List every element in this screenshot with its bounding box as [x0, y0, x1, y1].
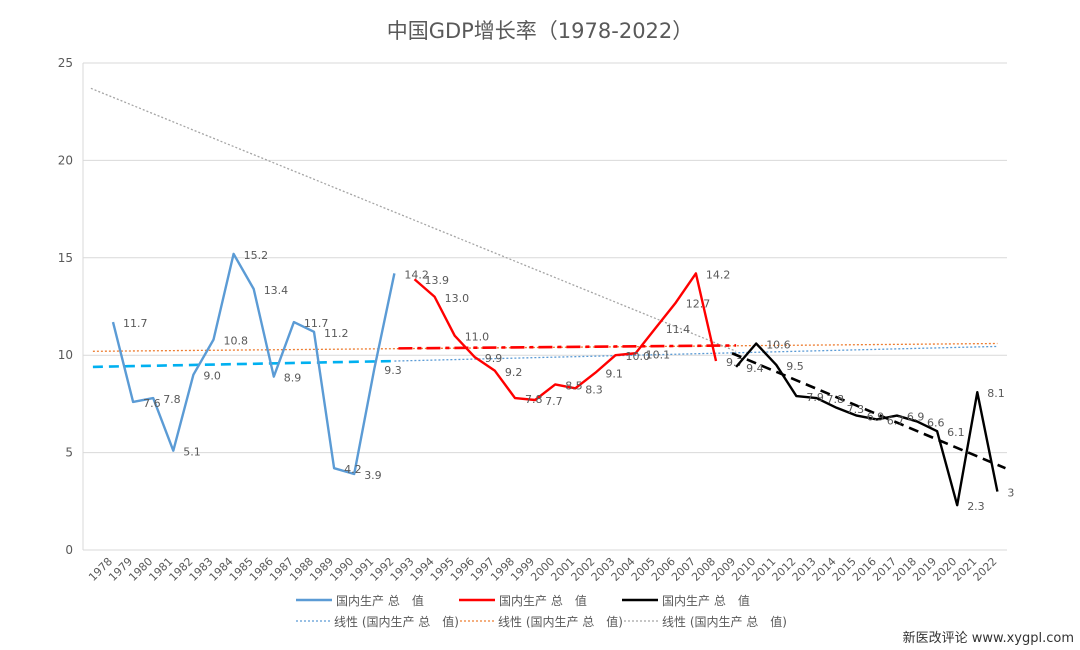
data-label: 7.8 — [827, 393, 845, 406]
data-label: 7.7 — [545, 395, 563, 408]
series-line-2 — [413, 272, 718, 402]
data-label: 8.5 — [565, 379, 583, 392]
data-label: 9.5 — [786, 360, 804, 373]
data-label: 6.7 — [887, 414, 905, 427]
data-label: 8.1 — [987, 387, 1005, 400]
data-label: 4.2 — [344, 463, 362, 476]
data-label: 9.9 — [485, 352, 503, 365]
data-label: 6.6 — [927, 416, 945, 429]
data-label: 9.4 — [746, 362, 764, 375]
data-label: 10.1 — [646, 348, 671, 361]
data-label: 10.6 — [766, 339, 791, 352]
data-label: 13.4 — [264, 284, 289, 297]
trendline — [92, 359, 395, 369]
data-label: 3.9 — [364, 469, 382, 482]
chart-title: 中国GDP增长率（1978-2022） — [387, 19, 694, 43]
trendline — [731, 352, 1006, 470]
legend-label: 线性 (国内生产 总 值) — [662, 614, 787, 629]
data-label: 7.6 — [143, 397, 161, 410]
legend-label: 线性 (国内生产 总 值) — [498, 614, 623, 629]
data-label: 9.7 — [726, 356, 744, 369]
y-tick-label: 15 — [58, 251, 73, 265]
data-label: 8.3 — [585, 383, 603, 396]
watermark: 新医改评论 www.xygpl.com — [900, 627, 1076, 646]
legend-label: 国内生产 总 值 — [499, 593, 587, 608]
data-label: 11.0 — [465, 331, 490, 344]
data-label: 8.9 — [284, 372, 302, 385]
y-tick-label: 20 — [58, 153, 73, 167]
y-tick-label: 10 — [58, 348, 73, 362]
data-label: 11.2 — [324, 327, 349, 340]
data-label: 11.4 — [666, 323, 691, 336]
trendline — [398, 344, 737, 350]
data-label: 7.9 — [806, 391, 824, 404]
trendline — [394, 345, 998, 362]
data-label: 9.2 — [505, 366, 523, 379]
data-label: 7.8 — [163, 393, 181, 406]
trendline — [90, 87, 737, 352]
data-label: 7.8 — [525, 393, 543, 406]
y-tick-label: 25 — [58, 56, 73, 70]
data-label: 9.3 — [384, 364, 402, 377]
series-line-3 — [735, 342, 999, 507]
data-label: 3 — [1007, 487, 1014, 500]
legend-label: 国内生产 总 值 — [336, 593, 424, 608]
data-label: 2.3 — [967, 500, 985, 513]
data-label: 14.2 — [706, 268, 731, 281]
data-label: 12.7 — [686, 298, 711, 311]
y-tick-label: 5 — [65, 446, 73, 460]
legend-label: 线性 (国内生产 总 值) — [334, 614, 459, 629]
data-label: 13.0 — [445, 292, 470, 305]
x-tick-label: 2022 — [971, 555, 1000, 584]
data-label: 7.3 — [847, 403, 865, 416]
data-label: 6.9 — [867, 411, 885, 424]
data-label: 11.7 — [304, 317, 329, 330]
data-label: 6.9 — [907, 411, 925, 424]
data-label: 14.2 — [404, 268, 429, 281]
data-label: 10.0 — [626, 350, 651, 363]
data-label: 10.8 — [224, 335, 249, 348]
data-label: 11.7 — [123, 317, 148, 330]
data-label: 15.2 — [244, 249, 269, 262]
legend-label: 国内生产 总 值 — [662, 593, 750, 608]
data-label: 9.1 — [605, 368, 623, 381]
data-label: 9.0 — [203, 370, 221, 383]
data-label: 5.1 — [183, 446, 201, 459]
y-tick-label: 0 — [65, 543, 73, 557]
data-label: 6.1 — [947, 426, 965, 439]
data-label: 13.9 — [425, 274, 450, 287]
